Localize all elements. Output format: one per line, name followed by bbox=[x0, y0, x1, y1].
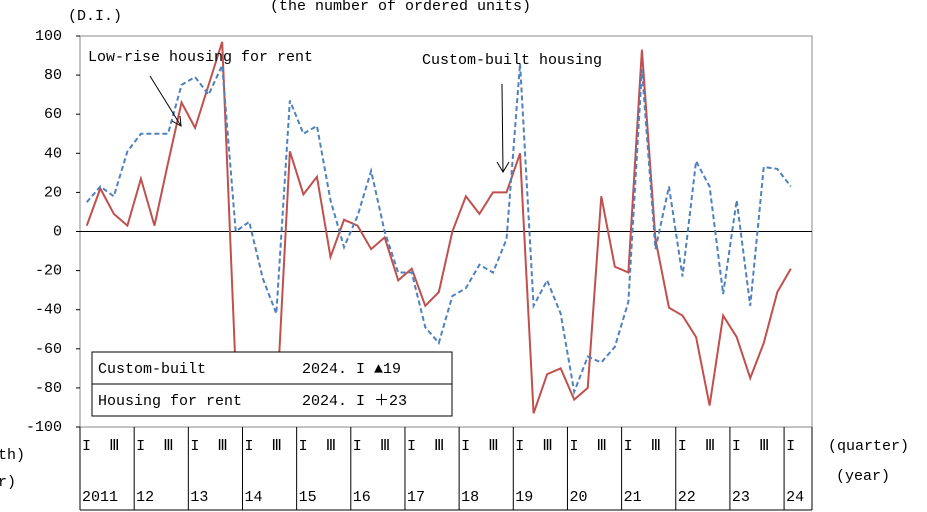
quarter-label: I bbox=[569, 438, 578, 455]
quarter-label: Ⅲ bbox=[163, 438, 173, 455]
quarter-label: I bbox=[786, 438, 795, 455]
y-tick-label: -80 bbox=[35, 380, 62, 397]
annotation-arrows bbox=[149, 75, 510, 173]
legend-label: Custom-built bbox=[98, 361, 206, 378]
year-label: 15 bbox=[299, 489, 317, 506]
arrow bbox=[501, 83, 504, 173]
y-axis-label: (D.I.) bbox=[68, 8, 122, 25]
year-label: 13 bbox=[190, 489, 208, 506]
arrow bbox=[149, 75, 182, 127]
quarter-label: I bbox=[190, 438, 199, 455]
quarter-label: I bbox=[624, 438, 633, 455]
quarter-label: Ⅲ bbox=[705, 438, 715, 455]
y-tick-label: -40 bbox=[35, 302, 62, 319]
y-tick-label: 40 bbox=[44, 145, 62, 162]
quarter-label: Ⅲ bbox=[651, 438, 661, 455]
quarter-label: I bbox=[136, 438, 145, 455]
quarter-label: Ⅲ bbox=[380, 438, 390, 455]
legend-value: 2024. I ▲19 bbox=[302, 361, 401, 378]
quarter-label: I bbox=[244, 438, 253, 455]
quarter-label: I bbox=[678, 438, 687, 455]
quarter-label: I bbox=[407, 438, 416, 455]
x-axis-label: (year) bbox=[836, 468, 890, 485]
quarter-label: I bbox=[299, 438, 308, 455]
quarter-label: Ⅲ bbox=[542, 438, 552, 455]
data-line bbox=[85, 41, 792, 414]
year-label: 16 bbox=[353, 489, 371, 506]
quarter-label: Ⅲ bbox=[109, 438, 119, 455]
quarter-label: Ⅲ bbox=[488, 438, 498, 455]
year-label: 17 bbox=[407, 489, 425, 506]
quarter-label: I bbox=[353, 438, 362, 455]
x-axis-label: (quarter) bbox=[828, 438, 909, 455]
annotation: Low-rise housing for rent bbox=[88, 49, 313, 66]
quarter-label: I bbox=[461, 438, 470, 455]
legend-value: 2024. I ＋23 bbox=[302, 393, 407, 410]
legend-label: Housing for rent bbox=[98, 393, 242, 410]
x-axis-label: r) bbox=[0, 474, 16, 491]
year-label: 23 bbox=[732, 489, 750, 506]
year-label: 22 bbox=[678, 489, 696, 506]
arrow-head bbox=[496, 161, 510, 173]
quarter-label: I bbox=[732, 438, 741, 455]
data-line bbox=[86, 61, 792, 396]
y-tick-label: -20 bbox=[35, 263, 62, 280]
quarter-label: Ⅲ bbox=[759, 438, 769, 455]
quarter-label: Ⅲ bbox=[434, 438, 444, 455]
arrow-head bbox=[171, 115, 182, 127]
year-label: 18 bbox=[461, 489, 479, 506]
chart-title: (the number of ordered units) bbox=[270, 0, 531, 15]
y-tick-label: -100 bbox=[26, 419, 62, 436]
quarter-label: Ⅲ bbox=[217, 438, 227, 455]
y-tick-label: 80 bbox=[44, 67, 62, 84]
quarter-label: I bbox=[515, 438, 524, 455]
quarter-label: Ⅲ bbox=[326, 438, 336, 455]
y-tick-label: 20 bbox=[44, 184, 62, 201]
y-tick-label: 100 bbox=[35, 28, 62, 45]
year-label: 12 bbox=[136, 489, 154, 506]
year-label: 24 bbox=[786, 489, 804, 506]
year-label: 21 bbox=[624, 489, 642, 506]
y-tick-label: 0 bbox=[53, 223, 62, 240]
quarter-label: Ⅲ bbox=[272, 438, 282, 455]
y-tick-label: -60 bbox=[35, 341, 62, 358]
year-label: 2011 bbox=[82, 489, 118, 506]
year-label: 19 bbox=[515, 489, 533, 506]
year-label: 20 bbox=[569, 489, 587, 506]
annotation: Custom-built housing bbox=[422, 52, 602, 69]
x-axis-label: th) bbox=[0, 447, 25, 464]
year-label: 14 bbox=[244, 489, 262, 506]
quarter-label: I bbox=[82, 438, 91, 455]
y-tick-label: 60 bbox=[44, 106, 62, 123]
quarter-label: Ⅲ bbox=[597, 438, 607, 455]
